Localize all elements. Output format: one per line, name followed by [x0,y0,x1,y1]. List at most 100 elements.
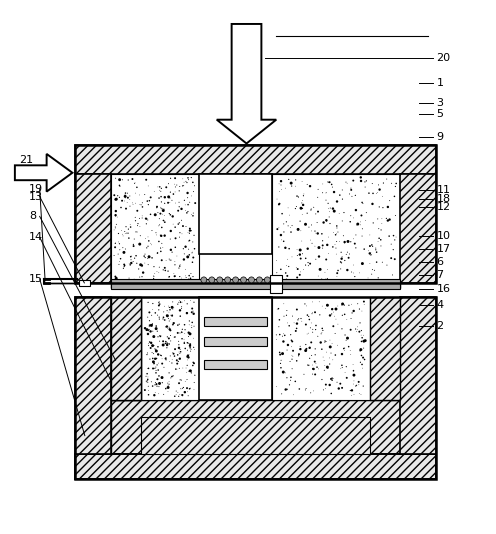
Point [277,231,285,239]
Point [155,382,163,391]
Point [313,193,321,202]
Point [314,229,322,238]
Point [340,208,348,217]
Point [359,224,367,233]
Point [358,333,366,342]
Point [379,179,387,187]
Point [324,178,332,186]
Point [176,260,184,269]
Point [171,257,179,266]
Point [169,320,177,329]
Point [179,175,187,183]
Point [188,249,196,257]
Point [155,315,163,324]
Point [341,238,349,246]
Point [284,222,292,230]
Point [167,227,175,235]
Point [360,300,368,309]
Point [289,312,297,320]
Polygon shape [15,154,72,192]
Point [178,205,186,213]
Point [357,390,365,399]
Point [314,332,322,341]
Point [311,325,319,334]
Point [389,231,397,240]
Point [171,272,179,280]
Point [326,204,334,213]
Point [283,311,291,319]
Point [148,320,156,329]
Point [151,269,159,278]
Point [170,304,178,312]
Point [136,273,144,281]
Point [338,195,346,203]
Point [322,275,330,284]
Point [189,307,197,316]
Point [311,242,319,250]
Point [186,384,193,393]
Point [163,343,171,352]
Point [161,339,169,348]
Point [143,197,151,206]
Point [158,206,166,215]
Point [163,333,171,341]
Point [288,221,296,230]
Point [125,274,133,282]
Point [168,196,176,205]
Point [189,358,197,367]
Point [160,363,168,372]
Point [172,199,180,207]
Point [188,318,196,327]
Bar [272,297,370,400]
Bar [270,276,282,293]
Point [319,386,327,394]
Point [350,261,358,269]
Point [333,269,341,278]
Circle shape [233,277,239,283]
Point [302,386,310,394]
Point [114,191,122,200]
Point [156,379,164,387]
Point [280,237,288,246]
Point [119,176,126,184]
Point [290,319,298,327]
Point [338,217,346,225]
Point [367,248,375,257]
Point [170,349,178,358]
Point [189,211,197,220]
Point [129,242,137,250]
Point [144,382,152,390]
Point [127,253,135,261]
Point [389,245,397,254]
Point [358,198,366,207]
Point [123,229,131,238]
Point [342,178,350,186]
Point [322,337,330,345]
Point [323,265,331,274]
Point [157,198,165,206]
Point [288,355,296,364]
Point [112,195,120,203]
Bar [141,297,199,400]
Point [358,307,366,316]
Point [292,327,300,335]
Point [326,360,334,368]
Point [383,175,391,183]
Point [144,182,152,190]
Point [333,237,341,246]
Point [112,211,120,219]
Point [306,354,313,363]
Point [374,237,382,246]
Point [155,305,163,314]
Point [350,214,358,222]
Point [359,199,367,208]
Point [350,366,358,375]
Point [189,209,197,217]
Point [168,303,176,312]
Point [336,191,344,199]
Bar [75,145,436,283]
Point [128,175,136,183]
Point [378,215,386,223]
Point [309,361,316,370]
Point [322,189,330,197]
